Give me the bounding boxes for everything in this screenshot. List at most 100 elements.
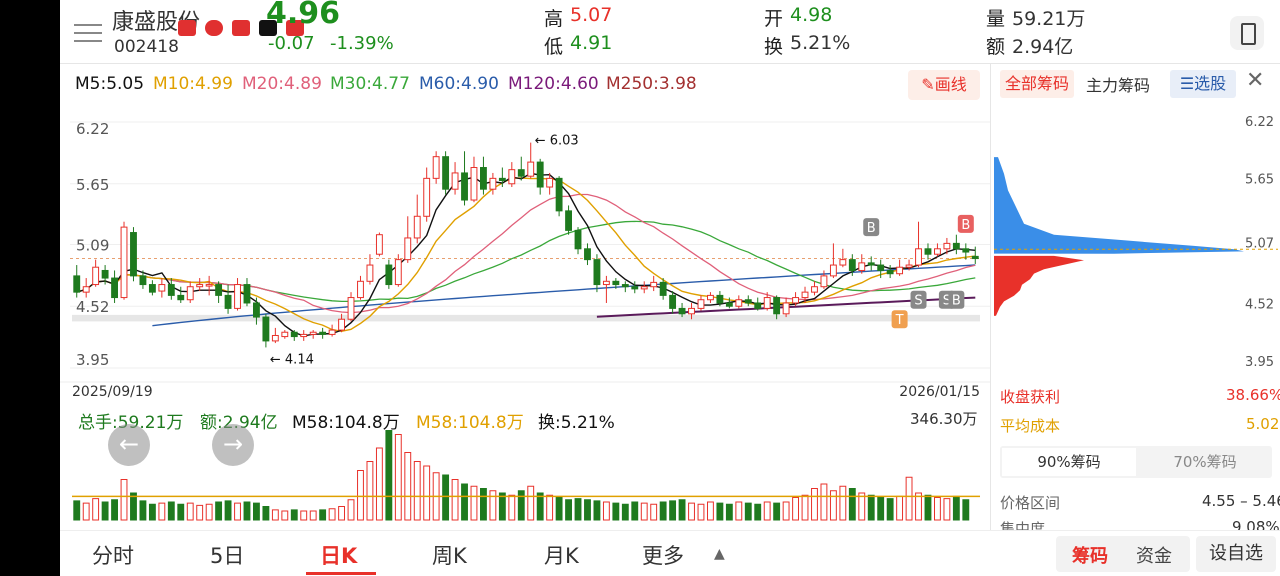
tab-select-stock[interactable]: ☰选股 bbox=[1170, 70, 1236, 98]
volume-bar bbox=[196, 504, 204, 521]
chips-above-price bbox=[994, 157, 1244, 254]
candle-body bbox=[839, 259, 847, 266]
candle-body bbox=[177, 294, 185, 301]
add-watchlist-button[interactable]: 设自选 bbox=[1196, 536, 1276, 572]
tab-5day[interactable]: 5日 bbox=[210, 544, 245, 568]
candle-body bbox=[659, 281, 667, 296]
chips-distribution-chart: 6.22 5.65 5.07 4.52 3.95 bbox=[992, 104, 1280, 380]
tab-monthly-k[interactable]: 月K bbox=[544, 544, 579, 568]
ma5-label: M5:5.05 bbox=[75, 74, 145, 94]
signal-marker: S bbox=[910, 290, 927, 309]
ma20-label: M20:4.89 bbox=[242, 74, 322, 94]
volume-bar bbox=[186, 502, 194, 521]
tiktok-icon[interactable] bbox=[259, 20, 278, 36]
tab-all-chips[interactable]: 全部筹码 bbox=[1000, 70, 1074, 98]
candle-body bbox=[167, 284, 175, 296]
candle-body bbox=[905, 264, 913, 268]
select-stock-label: 选股 bbox=[1194, 74, 1227, 93]
candle-body bbox=[801, 291, 809, 299]
draw-line-button[interactable]: ✎画线 bbox=[908, 70, 980, 100]
volume-bar bbox=[735, 501, 743, 521]
weibo-icon[interactable] bbox=[205, 20, 224, 36]
chips-y-tick: 4.52 bbox=[1245, 298, 1274, 313]
tab-daily-k[interactable]: 日K bbox=[320, 544, 358, 568]
volume-bar bbox=[915, 492, 922, 521]
close-icon[interactable]: ✕ bbox=[1246, 68, 1265, 93]
low-value: 4.91 bbox=[570, 32, 613, 54]
volume-bar bbox=[820, 483, 828, 521]
candle-body bbox=[735, 299, 743, 307]
candle-body bbox=[394, 259, 402, 286]
tab-main-chips[interactable]: 主力筹码 bbox=[1086, 76, 1151, 95]
prev-button[interactable]: ← bbox=[108, 424, 150, 466]
volume-bar bbox=[952, 495, 960, 521]
tab-daily-k-underline bbox=[306, 572, 376, 575]
signal-marker-box bbox=[863, 218, 880, 237]
app-icon[interactable] bbox=[178, 20, 196, 36]
landscape-icon[interactable] bbox=[1230, 16, 1264, 50]
tab-more[interactable]: 更多 bbox=[642, 544, 684, 568]
tab-90pct[interactable]: 90%筹码 bbox=[1002, 448, 1136, 476]
signal-marker: T bbox=[891, 310, 908, 329]
candle-body bbox=[716, 294, 724, 304]
profit-label: 收盘获利 bbox=[1000, 388, 1061, 406]
menu-icon[interactable] bbox=[74, 22, 102, 44]
signal-marker-text: T bbox=[895, 313, 904, 328]
message-icon[interactable] bbox=[286, 20, 305, 36]
candle-body bbox=[148, 284, 156, 293]
volume-turnover-text: 换:5.21% bbox=[538, 413, 615, 433]
candle-body bbox=[517, 169, 525, 177]
volume-chart[interactable] bbox=[60, 430, 990, 522]
volume-bar bbox=[319, 509, 327, 521]
stock-app: 康盛股份 002418 4.96 -0.07 -1.39% 高 5.07 低 4… bbox=[60, 0, 1280, 576]
chips-y-tick: 6.22 bbox=[1245, 115, 1274, 130]
signal-marker-text: B bbox=[952, 294, 961, 309]
volume-bar bbox=[707, 501, 714, 521]
volume-max: 346.30万 bbox=[910, 410, 978, 428]
candle-body bbox=[820, 275, 828, 288]
funds-button[interactable]: 资金 bbox=[1136, 546, 1172, 567]
signal-marker: B bbox=[957, 214, 974, 233]
candle-body bbox=[243, 284, 251, 304]
tab-weekly-k[interactable]: 周K bbox=[432, 544, 467, 568]
volume-bar bbox=[139, 500, 147, 521]
candle-body bbox=[555, 177, 563, 212]
candle-body bbox=[101, 269, 109, 279]
y-tick-label: 6.22 bbox=[76, 120, 109, 138]
volume-bar bbox=[480, 488, 487, 521]
volume-bar bbox=[309, 510, 317, 521]
next-button[interactable]: → bbox=[212, 424, 254, 466]
volume-bar bbox=[848, 488, 856, 521]
volume-bar bbox=[763, 501, 771, 521]
candle-body bbox=[867, 262, 875, 266]
candle-body bbox=[375, 234, 383, 255]
volume-bar bbox=[536, 492, 544, 521]
low-label: 低 bbox=[544, 36, 564, 58]
candle-body bbox=[829, 264, 837, 277]
tab-70pct[interactable]: 70%筹码 bbox=[1173, 453, 1237, 471]
ma120-label: M120:4.60 bbox=[508, 74, 599, 94]
volume-bar bbox=[555, 497, 563, 521]
volume-m58-b: M58:104.8万 bbox=[416, 413, 524, 433]
candle-body bbox=[300, 333, 308, 338]
chips-button[interactable]: 筹码 bbox=[1072, 546, 1108, 567]
chart-app-icon[interactable] bbox=[232, 20, 251, 36]
volume-bar bbox=[215, 501, 223, 521]
candle-body bbox=[811, 286, 818, 293]
volume-bar bbox=[792, 497, 799, 521]
chart-background bbox=[60, 104, 990, 382]
volume-bar bbox=[527, 485, 535, 521]
pct-toggle: 90%筹码 70%筹码 bbox=[1000, 446, 1272, 478]
signal-marker-text: B bbox=[867, 221, 876, 236]
volume-bar bbox=[574, 498, 582, 521]
candle-body bbox=[877, 264, 885, 271]
candle-body bbox=[347, 297, 355, 320]
candle-body bbox=[338, 318, 345, 331]
volume-bar bbox=[801, 494, 809, 521]
more-caret-icon[interactable]: ▲ bbox=[714, 546, 725, 562]
candle-body bbox=[943, 242, 951, 250]
tab-intraday[interactable]: 分时 bbox=[92, 544, 134, 568]
candle-body bbox=[357, 280, 364, 299]
volume-bar bbox=[385, 430, 393, 521]
